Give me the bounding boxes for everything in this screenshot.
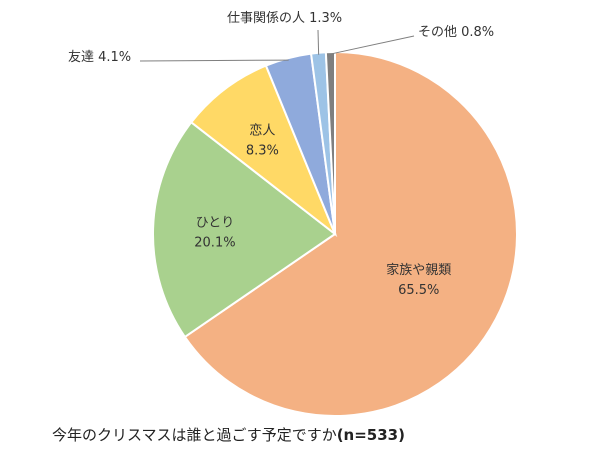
leader-line-4 [139,59,289,62]
slice-label-1: 家族や親類 [386,262,451,278]
sample-size: (n=533) [336,426,405,444]
slice-label-4: 友達 4.1% [68,49,131,65]
leader-lines [139,29,415,62]
pie-slices [152,50,518,417]
slice-label-2: ひとり [196,215,235,230]
slice-value-1: 65.5% [398,283,439,298]
slice-1 [183,50,518,417]
slice-3 [189,64,338,238]
slice-6 [324,50,336,235]
slice-label-3: 恋人 [249,122,275,138]
chart-title: 今年のクリスマスは誰と過ごす予定ですか(n=533) [52,424,405,445]
slice-label-5: 仕事関係の人 1.3% [227,11,342,26]
slice-label-6: その他 0.8% [418,25,494,40]
slice-labels: 家族や親類 65.5% ひとり 20.1% 恋人 8.3% 友達 4.1% 仕事関係の人 1.… [68,11,494,298]
chart-title-text: 今年のクリスマスは誰と過ごす予定ですか [52,426,337,444]
slice-value-2: 20.1% [194,235,235,250]
slice-2 [152,120,337,339]
slice-value-3: 8.3% [246,143,279,158]
leader-line-6 [330,35,415,55]
leader-line-5 [317,29,320,55]
